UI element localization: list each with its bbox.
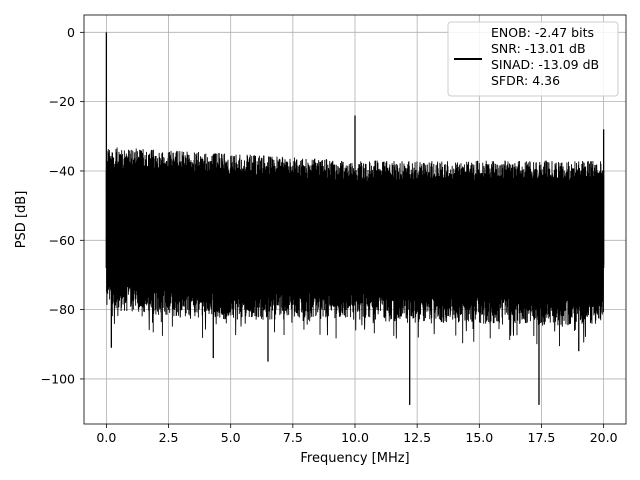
x-axis: 0.0 2.5 5.0 7.5 10.0 12.5 15.0 17.5 20.0 [96,424,618,445]
x-tick-label: 0.0 [96,430,116,445]
legend-box [447,21,619,97]
legend-snr: SNR: -13.01 dB [491,41,586,56]
x-tick-label: 2.5 [159,430,179,445]
x-tick-label: 15.0 [465,430,493,445]
y-tick-label: −100 [41,371,75,386]
y-tick-label: −80 [49,302,75,317]
legend-sfdr: SFDR: 4.36 [491,73,560,88]
x-tick-label: 12.5 [403,430,431,445]
x-tick-label: 10.0 [341,430,369,445]
legend-sinad: SINAD: -13.09 dB [491,57,599,72]
y-axis-label: PSD [dB] [14,191,29,249]
x-tick-label: 17.5 [528,430,556,445]
legend-enob: ENOB: -2.47 bits [491,25,594,40]
x-tick-label: 20.0 [590,430,618,445]
x-tick-label: 5.0 [221,430,241,445]
y-tick-label: −60 [49,233,75,248]
plot-area [105,32,605,405]
legend: ENOB: -2.47 bits SNR: -13.01 dB SINAD: -… [447,21,619,97]
x-tick-label: 7.5 [283,430,303,445]
y-tick-label: −20 [49,94,75,109]
y-tick-label: 0 [67,25,75,40]
y-axis: 0 −20 −40 −60 −80 −100 [41,25,84,386]
y-tick-label: −40 [49,163,75,178]
x-axis-label: Frequency [MHz] [300,451,409,466]
